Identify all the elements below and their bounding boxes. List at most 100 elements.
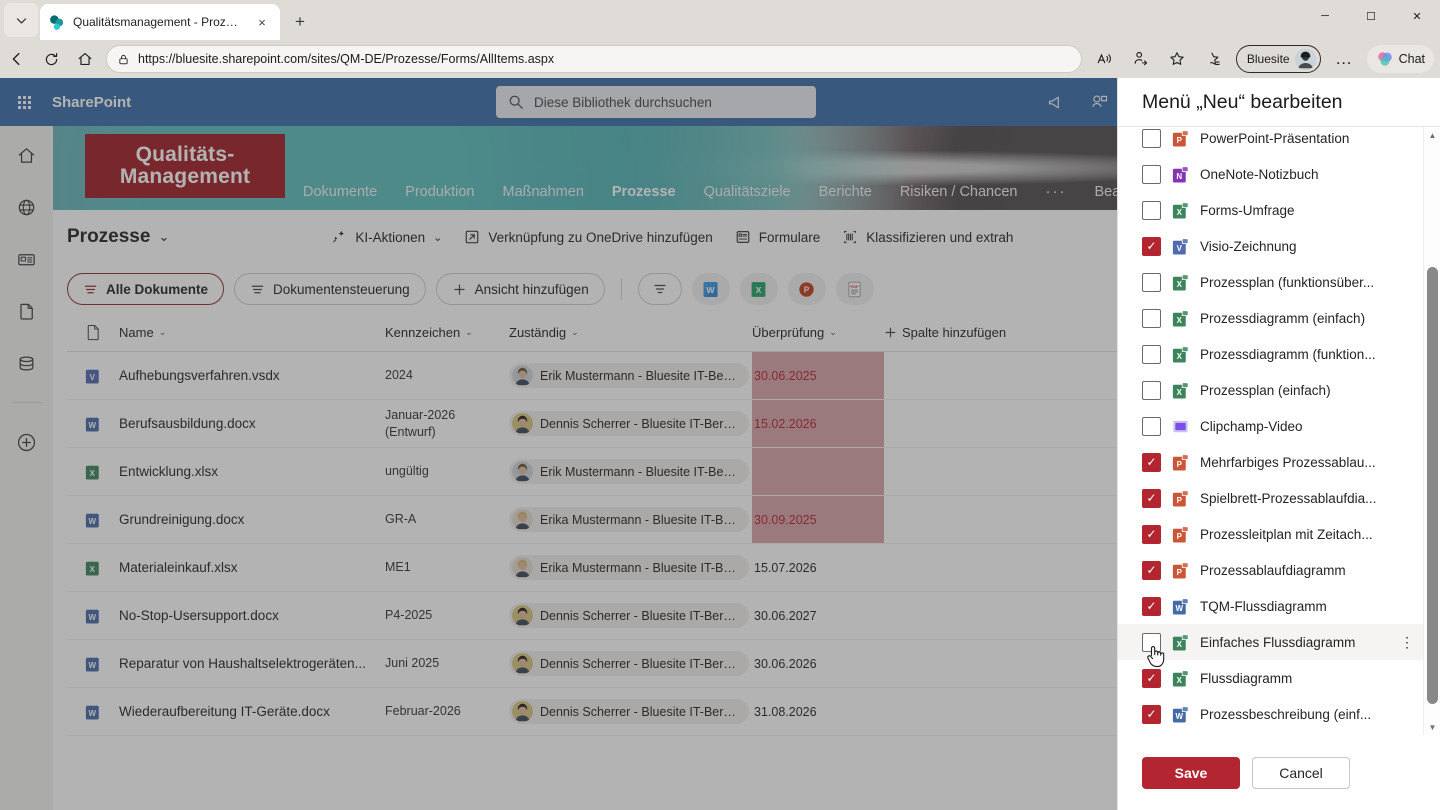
page-icon[interactable] xyxy=(12,296,42,326)
row-file-name[interactable]: Entwicklung.xlsx xyxy=(119,464,219,479)
item-checkbox[interactable] xyxy=(1142,704,1161,724)
klassifizieren-button[interactable]: Klassifizieren und extrah xyxy=(842,229,1013,245)
globe-icon[interactable] xyxy=(12,192,42,222)
people-icon[interactable] xyxy=(1089,92,1110,113)
row-zustaendig[interactable]: Erika Mustermann - Bluesite IT-Beratung xyxy=(509,496,752,543)
column-zustaendig[interactable]: Zuständig ⌄ xyxy=(509,325,752,340)
row-file-name[interactable]: Reparatur von Haushaltselektrogeräten... xyxy=(119,656,366,671)
row-file-name[interactable]: Berufsausbildung.docx xyxy=(119,416,256,431)
panel-list-item[interactable]: X Prozessplan (funktionsüber... xyxy=(1118,264,1423,300)
panel-scrollbar[interactable]: ▲ ▼ xyxy=(1423,127,1440,735)
star-icon[interactable] xyxy=(1160,44,1194,74)
back-icon[interactable] xyxy=(0,44,34,74)
person-chip[interactable]: Erik Mustermann - Bluesite IT-Beratung xyxy=(509,459,749,484)
panel-list-item[interactable]: X Einfaches Flussdiagramm ⋮ xyxy=(1118,624,1423,660)
table-row[interactable]: X Entwicklung.xlsx ungültig Erik Mustermann… xyxy=(67,448,1440,496)
reload-icon[interactable] xyxy=(34,44,68,74)
person-chip[interactable]: Dennis Scherrer - Bluesite IT-Beratung xyxy=(509,411,749,436)
page-title[interactable]: Prozesse ⌄ xyxy=(67,226,169,248)
ki-aktionen-button[interactable]: KI-Aktionen ⌄ xyxy=(331,229,442,245)
item-checkbox[interactable] xyxy=(1142,380,1161,400)
table-row[interactable]: W No-Stop-Usersupport.docx P4-2025 Dennis S… xyxy=(67,592,1440,640)
person-chip[interactable]: Erik Mustermann - Bluesite IT-Beratung xyxy=(509,363,749,388)
collections-icon[interactable] xyxy=(1196,44,1230,74)
panel-item-list[interactable]: P PowerPoint-Präsentation N OneNote-Notizbu… xyxy=(1118,126,1440,735)
panel-list-item[interactable]: W TQM-Flussdiagramm xyxy=(1118,588,1423,624)
panel-list-item[interactable]: P PowerPoint-Präsentation xyxy=(1118,127,1423,156)
tab-search-menu-button[interactable] xyxy=(4,3,38,37)
scrollbar-thumb[interactable] xyxy=(1427,267,1438,704)
row-file-name[interactable]: Aufhebungsverfahren.vsdx xyxy=(119,368,280,383)
megaphone-icon[interactable] xyxy=(1046,92,1067,113)
search-input[interactable]: Diese Bibliothek durchsuchen xyxy=(496,86,816,118)
new-tab-button[interactable]: + xyxy=(295,12,305,31)
table-row[interactable]: W Grundreinigung.docx GR-A Erika Mustermann… xyxy=(67,496,1440,544)
chevron-down-icon[interactable]: ⌄ xyxy=(158,327,167,337)
scroll-down-arrow[interactable]: ▼ xyxy=(1428,722,1437,732)
panel-list-item[interactable]: X Prozessplan (einfach) xyxy=(1118,372,1423,408)
formulare-button[interactable]: Formulare xyxy=(735,229,820,245)
panel-list-item[interactable]: Clipchamp-Video xyxy=(1118,408,1423,444)
panel-list-item[interactable]: X Forms-Umfrage xyxy=(1118,192,1423,228)
row-zustaendig[interactable]: Dennis Scherrer - Bluesite IT-Beratung xyxy=(509,592,752,639)
address-bar[interactable]: https://bluesite.sharepoint.com/sites/QM… xyxy=(106,45,1082,73)
minimize-button[interactable]: ─ xyxy=(1321,10,1329,22)
item-checkbox[interactable] xyxy=(1142,236,1161,256)
excel-icon[interactable]: X xyxy=(739,273,778,305)
person-chip[interactable]: Erika Mustermann - Bluesite IT-Beratung xyxy=(509,507,749,532)
row-zustaendig[interactable]: Dennis Scherrer - Bluesite IT-Beratung xyxy=(509,640,752,687)
add-onedrive-shortcut-button[interactable]: Verknüpfung zu OneDrive hinzufügen xyxy=(464,229,713,245)
news-icon[interactable] xyxy=(12,244,42,274)
save-button[interactable]: Save xyxy=(1142,756,1240,789)
nav-item-prozesse[interactable]: Prozesse xyxy=(611,183,676,200)
item-checkbox[interactable] xyxy=(1142,200,1161,220)
table-row[interactable]: V Aufhebungsverfahren.vsdx 2024 Erik Muster… xyxy=(67,352,1440,400)
chevron-down-icon[interactable]: ⌄ xyxy=(571,327,579,337)
create-icon[interactable] xyxy=(12,427,42,457)
panel-list-item[interactable]: V Visio-Zeichnung xyxy=(1118,228,1423,264)
scroll-up-arrow[interactable]: ▲ xyxy=(1428,130,1437,140)
word-icon[interactable]: W xyxy=(691,273,730,305)
panel-list-item[interactable]: P Prozessleitplan mit Zeitach... xyxy=(1118,516,1423,552)
person-chip[interactable]: Dennis Scherrer - Bluesite IT-Beratung xyxy=(509,699,749,724)
window-close-button[interactable]: ✕ xyxy=(1412,10,1422,23)
sharepoint-brand[interactable]: SharePoint xyxy=(52,93,132,111)
item-checkbox[interactable] xyxy=(1142,272,1161,292)
item-checkbox[interactable] xyxy=(1142,560,1161,580)
nav-item-risiken-chancen[interactable]: Risiken / Chancen xyxy=(899,183,1018,200)
view-dokumentensteuerung[interactable]: Dokumentensteuerung xyxy=(234,273,426,305)
home-icon[interactable] xyxy=(12,140,42,170)
row-zustaendig[interactable]: Dennis Scherrer - Bluesite IT-Beratung xyxy=(509,688,752,735)
powerpoint-icon[interactable]: P xyxy=(787,273,826,305)
row-zustaendig[interactable]: Erik Mustermann - Bluesite IT-Beratung xyxy=(509,352,752,399)
add-column-button[interactable]: Spalte hinzufügen xyxy=(884,325,1064,340)
filter-button[interactable] xyxy=(637,273,682,305)
panel-list-item[interactable]: X Prozessdiagramm (funktion... xyxy=(1118,336,1423,372)
chevron-down-icon[interactable]: ⌄ xyxy=(465,327,473,337)
row-file-name[interactable]: No-Stop-Usersupport.docx xyxy=(119,608,279,623)
app-launcher-icon[interactable] xyxy=(0,78,48,126)
row-file-name[interactable]: Wiederaufbereitung IT-Geräte.docx xyxy=(119,704,330,719)
person-chip[interactable]: Dennis Scherrer - Bluesite IT-Beratung xyxy=(509,651,749,676)
panel-list-item[interactable]: X Flussdiagramm xyxy=(1118,660,1423,696)
row-file-name[interactable]: Grundreinigung.docx xyxy=(119,512,245,527)
nav-item-berichte[interactable]: Berichte xyxy=(818,183,872,200)
table-row[interactable]: W Reparatur von Haushaltselektrogeräten..… xyxy=(67,640,1440,688)
table-row[interactable]: W Berufsausbildung.docx Januar-2026 (Entwur… xyxy=(67,400,1440,448)
panel-list-item[interactable]: P Mehrfarbiges Prozessablau... xyxy=(1118,444,1423,480)
panel-list-item[interactable]: P Prozessablaufdiagramm xyxy=(1118,552,1423,588)
item-checkbox[interactable] xyxy=(1142,524,1161,544)
item-checkbox[interactable] xyxy=(1142,452,1161,472)
item-checkbox[interactable] xyxy=(1142,596,1161,616)
nav-item-massnahmen[interactable]: Maßnahmen xyxy=(502,183,584,200)
chevron-down-icon[interactable]: ⌄ xyxy=(829,327,837,337)
column-name[interactable]: Name ⌄ xyxy=(119,325,385,340)
column-ueberpruefung[interactable]: Überprüfung ⌄ xyxy=(752,325,884,340)
column-kennzeichen[interactable]: Kennzeichen ⌄ xyxy=(385,325,509,340)
person-chip[interactable]: Erika Mustermann - Bluesite IT-Beratung xyxy=(509,555,749,580)
cancel-button[interactable]: Cancel xyxy=(1252,756,1350,789)
copilot-chat-button[interactable]: Chat xyxy=(1366,45,1434,73)
maximize-button[interactable]: ☐ xyxy=(1366,10,1376,23)
item-checkbox[interactable] xyxy=(1142,416,1161,436)
table-row[interactable]: W Wiederaufbereitung IT-Geräte.docx Februa… xyxy=(67,688,1440,736)
